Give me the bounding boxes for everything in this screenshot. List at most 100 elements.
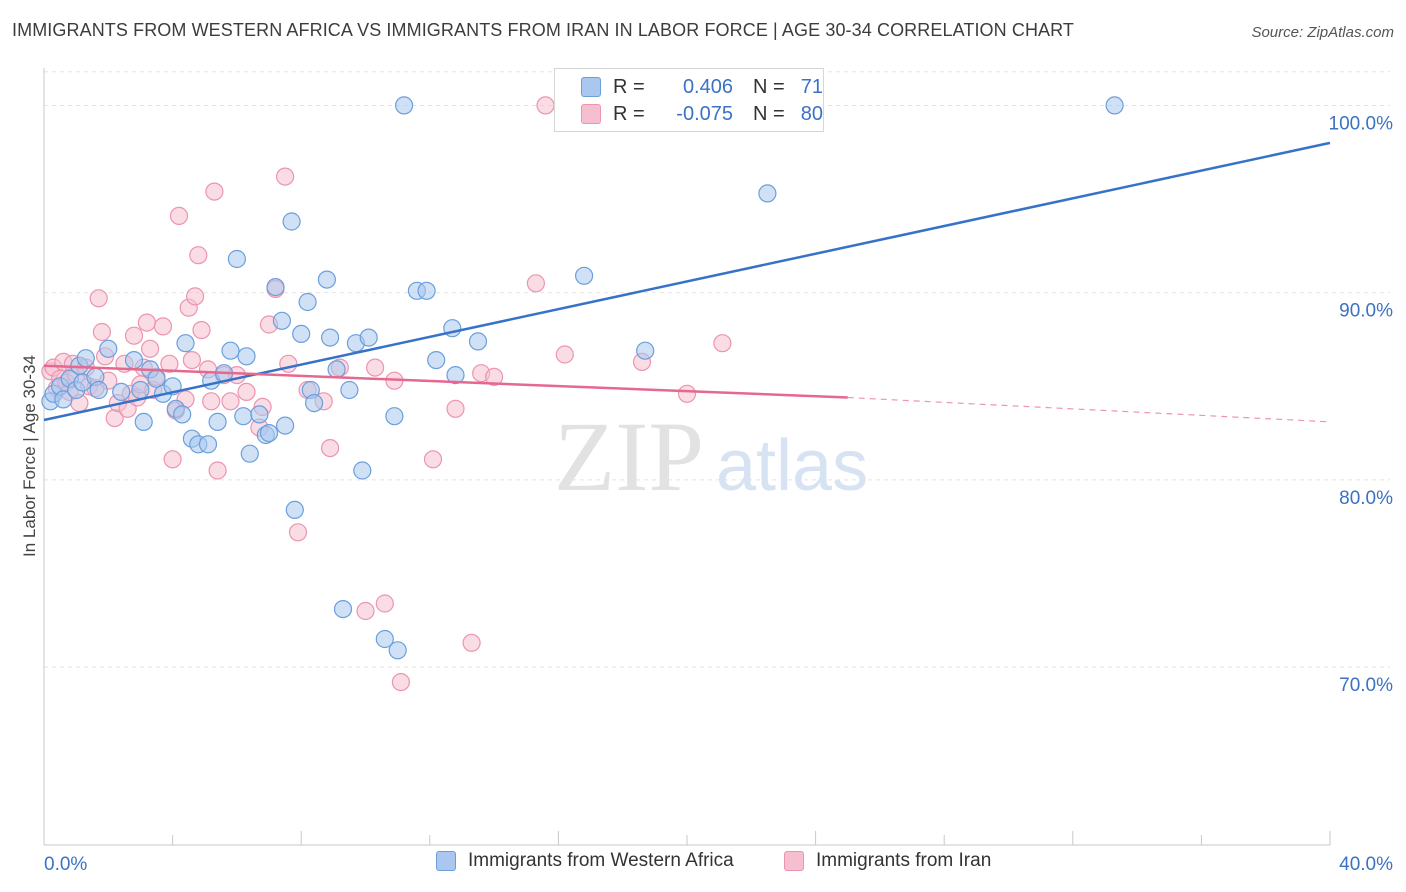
- legend-swatch-pink: [581, 104, 601, 124]
- iran-point: [202, 392, 221, 411]
- iran-point: [163, 450, 182, 469]
- legend-r-value: -0.075: [676, 102, 733, 125]
- western-africa-point: [240, 444, 259, 463]
- western-africa-point: [221, 341, 240, 360]
- western-africa-point: [327, 360, 346, 379]
- trend-line-western-africa: [43, 141, 1331, 422]
- iran-point: [153, 317, 173, 336]
- western-africa-point: [112, 382, 131, 401]
- legend-row-western-africa: R = 0.406 N = 71: [555, 74, 823, 100]
- legend-swatch-pink: [784, 851, 804, 871]
- iran-point: [321, 439, 340, 458]
- western-africa-point: [227, 249, 246, 269]
- western-africa-point: [333, 599, 353, 619]
- western-africa-point: [636, 341, 655, 360]
- y-tick-label: 80.0%: [1339, 488, 1393, 509]
- series-western-africa-points: [41, 96, 1124, 660]
- x-tick-label-max: 40.0%: [1339, 854, 1393, 875]
- series-legend: Immigrants from Western Africa Immigrant…: [0, 850, 1406, 878]
- iran-point: [192, 321, 211, 340]
- western-africa-point: [89, 380, 108, 400]
- western-africa-point: [234, 407, 253, 426]
- western-africa-point: [285, 500, 304, 519]
- legend-label-iran: Immigrants from Iran: [816, 850, 992, 871]
- iran-point: [677, 384, 697, 403]
- y-tick-label: 90.0%: [1339, 301, 1393, 322]
- western-africa-point: [198, 435, 218, 454]
- legend-n-value: 71: [800, 75, 823, 98]
- western-africa-point: [758, 184, 777, 203]
- iran-point: [462, 633, 481, 652]
- legend-n-label: N =: [753, 75, 785, 98]
- western-africa-point: [317, 270, 336, 289]
- iran-point: [391, 672, 410, 692]
- iran-point: [92, 322, 112, 342]
- iran-point: [182, 351, 201, 370]
- iran-point: [160, 354, 179, 373]
- western-africa-point: [340, 380, 359, 400]
- western-africa-point: [237, 347, 256, 366]
- western-africa-point: [208, 412, 227, 431]
- western-africa-point: [321, 328, 340, 347]
- gridlines: [44, 71, 1390, 668]
- western-africa-point: [385, 407, 404, 426]
- iran-point: [89, 289, 108, 308]
- legend-r-label: R =: [613, 102, 645, 125]
- iran-point: [208, 461, 227, 480]
- watermark-zip: ZIP: [554, 401, 704, 512]
- western-africa-point: [259, 424, 279, 443]
- western-africa-point: [1105, 96, 1124, 115]
- western-africa-point: [272, 311, 291, 330]
- x-tick-labels: 0.0% 40.0%: [43, 831, 1393, 875]
- legend-row-iran: R = -0.075 N = 80: [555, 101, 823, 127]
- watermark-atlas: atlas: [716, 426, 868, 506]
- western-africa-point: [99, 339, 118, 358]
- stats-legend: R = 0.406 N = 71 R = -0.075 N = 80: [554, 68, 824, 132]
- western-africa-point: [359, 328, 378, 347]
- legend-r-label: R =: [613, 75, 645, 98]
- legend-swatch-blue: [581, 77, 601, 97]
- watermark: ZIP atlas: [554, 401, 868, 512]
- western-africa-point: [173, 405, 192, 424]
- iran-point: [137, 313, 156, 332]
- iran-point: [276, 167, 295, 186]
- western-africa-point: [76, 349, 95, 368]
- iran-point: [423, 450, 443, 469]
- western-africa-point: [298, 292, 317, 312]
- legend-label-western-africa: Immigrants from Western Africa: [468, 850, 734, 871]
- western-africa-point: [131, 380, 150, 400]
- legend-n-label: N =: [753, 102, 785, 125]
- iran-point: [356, 601, 375, 621]
- iran-point: [485, 367, 504, 386]
- western-africa-point: [176, 334, 195, 353]
- legend-swatch-blue: [436, 851, 456, 871]
- legend-item-iran: Immigrants from Iran: [784, 850, 991, 872]
- iran-point: [536, 96, 555, 115]
- iran-point: [124, 326, 144, 345]
- western-africa-point: [353, 461, 372, 480]
- western-africa-point: [395, 96, 414, 115]
- western-africa-point: [388, 641, 407, 660]
- iran-point: [526, 274, 546, 293]
- iran-point: [446, 399, 465, 418]
- iran-point: [221, 392, 240, 411]
- legend-r-value: 0.406: [682, 75, 733, 98]
- trend-line-iran: [43, 364, 848, 399]
- y-tick-label: 70.0%: [1339, 675, 1393, 696]
- trend-lines: [43, 141, 1331, 423]
- western-africa-point: [250, 405, 269, 424]
- x-tick-label-min: 0.0%: [44, 854, 87, 875]
- western-africa-point: [276, 416, 295, 435]
- iran-point: [186, 287, 205, 306]
- western-africa-point: [292, 324, 311, 343]
- western-africa-point: [134, 412, 153, 431]
- western-africa-point: [375, 629, 394, 649]
- western-africa-point: [468, 332, 488, 351]
- western-africa-point: [124, 351, 144, 370]
- iran-point: [713, 334, 732, 353]
- iran-point: [555, 345, 574, 364]
- iran-point: [375, 594, 394, 613]
- iran-point: [169, 206, 189, 225]
- western-africa-point: [574, 266, 594, 285]
